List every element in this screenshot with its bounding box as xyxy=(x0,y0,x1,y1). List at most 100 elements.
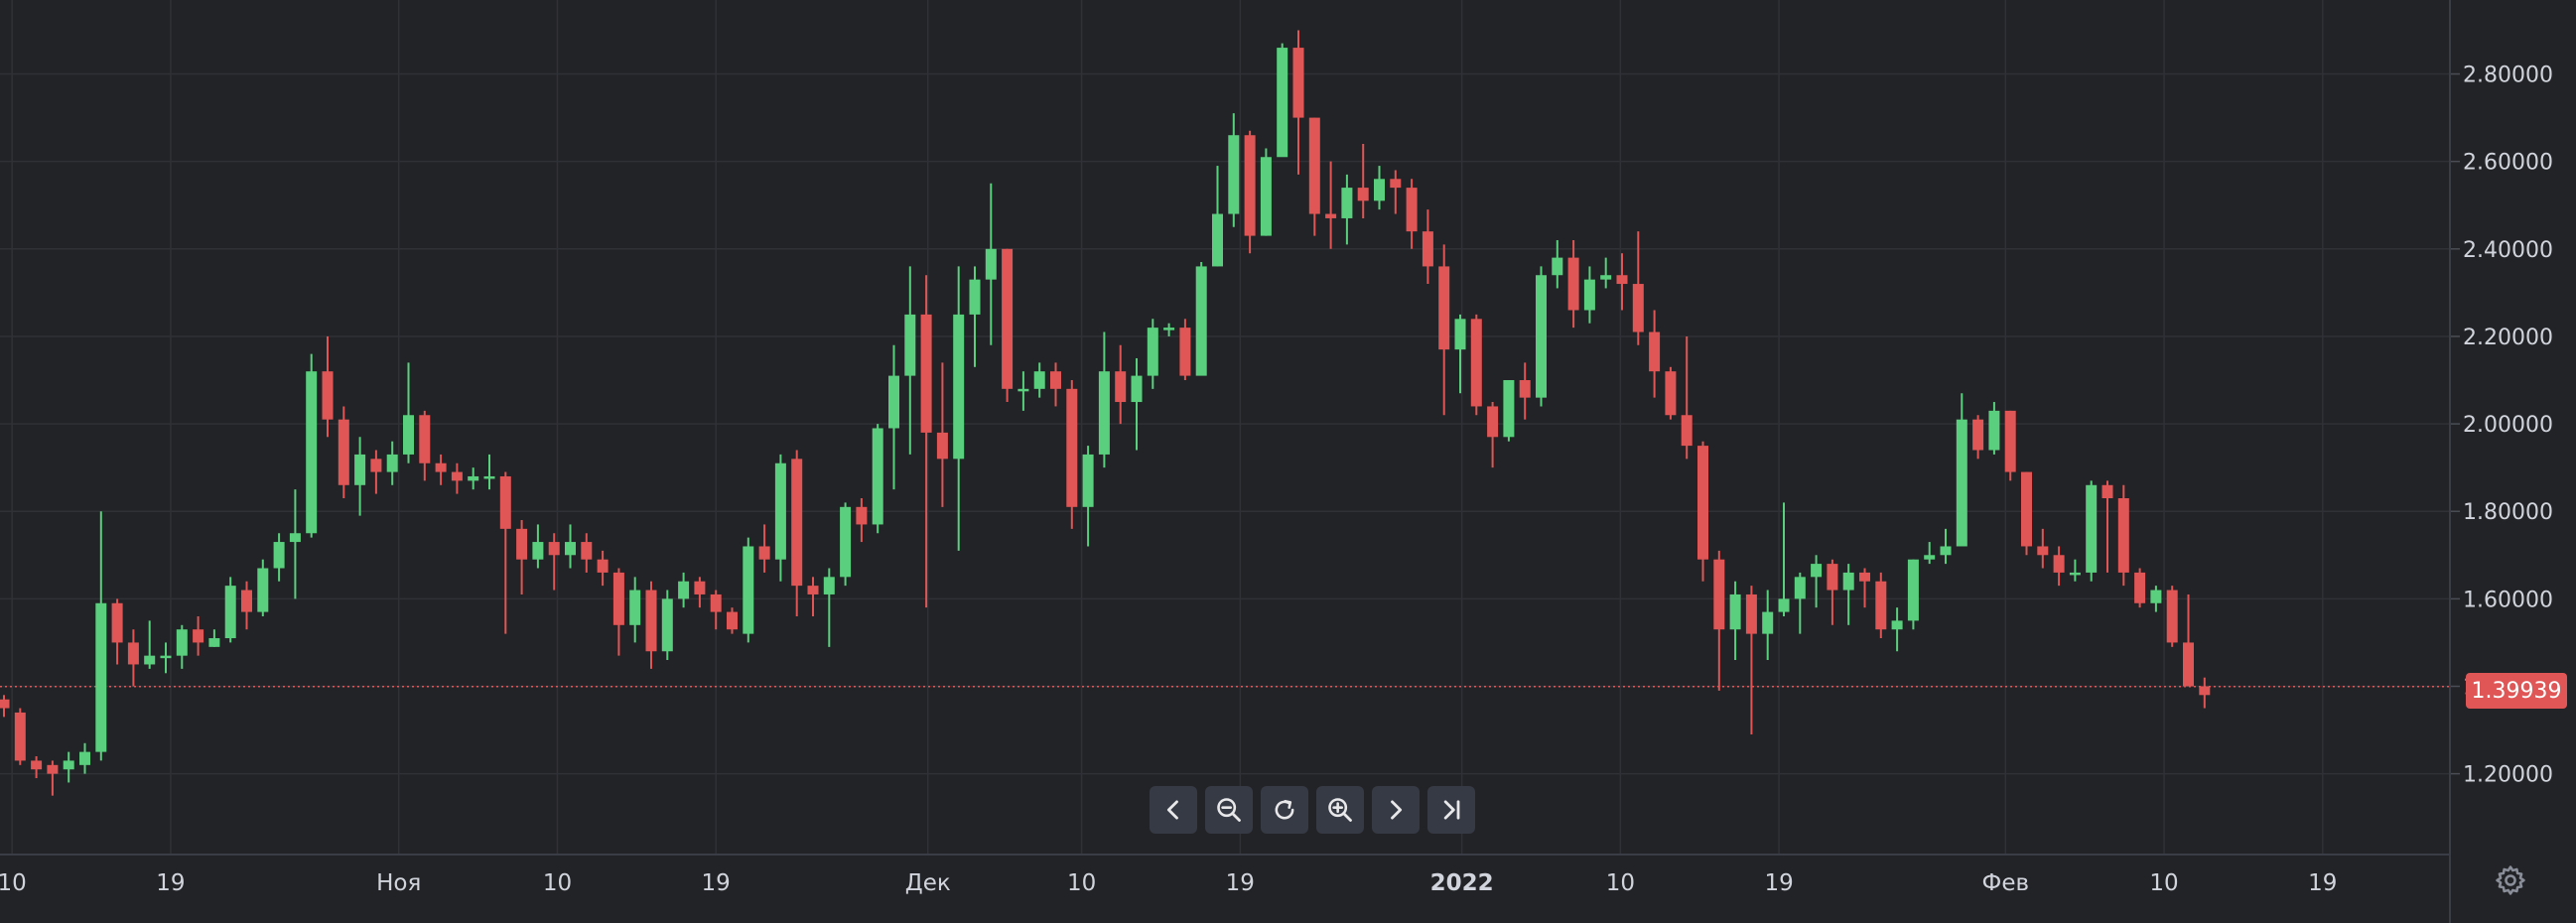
candle xyxy=(2166,586,2178,647)
candle xyxy=(1308,117,1320,236)
candle xyxy=(661,590,673,661)
candle-body xyxy=(289,533,301,543)
candle xyxy=(2150,586,2162,612)
candle xyxy=(419,410,431,481)
candle xyxy=(888,344,899,490)
time-tick-label: 10 xyxy=(2149,870,2178,896)
candle-body xyxy=(1827,564,1838,591)
candle-body xyxy=(160,655,172,659)
candle xyxy=(985,183,997,345)
candle xyxy=(1195,262,1207,376)
time-tick-label: Дек xyxy=(905,870,951,896)
candle xyxy=(1583,266,1595,324)
candle-body xyxy=(1277,48,1288,158)
candle-body xyxy=(1082,454,1094,507)
candle xyxy=(1665,366,1677,420)
price-tick-label: 2.00000 xyxy=(2463,413,2553,438)
candle xyxy=(1567,239,1579,329)
candle-body xyxy=(1212,213,1223,267)
candle-body xyxy=(1811,564,1823,578)
candle-body xyxy=(1292,48,1304,118)
candle xyxy=(1228,113,1240,227)
candle xyxy=(1438,244,1450,416)
scroll-right-button[interactable] xyxy=(1372,786,1420,834)
candle-body xyxy=(888,375,899,429)
scroll-to-end-icon xyxy=(1443,800,1460,820)
time-tick-label: Фев xyxy=(1982,870,2030,896)
scroll-to-end-button[interactable] xyxy=(1427,786,1475,834)
candle xyxy=(144,620,156,669)
candle xyxy=(1745,586,1757,734)
candle xyxy=(127,629,139,687)
candle-body xyxy=(2134,572,2146,603)
candle xyxy=(840,502,852,587)
price-axis[interactable]: 1.200001.400001.600001.800002.000002.200… xyxy=(2449,0,2553,923)
candle xyxy=(532,524,544,569)
candle xyxy=(1131,357,1143,451)
candle xyxy=(1292,30,1304,175)
price-tick-label: 1.20000 xyxy=(2463,763,2553,788)
candle-body xyxy=(1228,135,1240,214)
candle xyxy=(193,615,204,656)
candle xyxy=(1924,542,1936,565)
candle-body xyxy=(1179,328,1191,376)
candle-body xyxy=(176,629,188,656)
candle xyxy=(1972,415,1984,460)
candle-body xyxy=(1066,388,1078,507)
candle xyxy=(953,266,965,551)
candle-body xyxy=(548,542,560,556)
candle xyxy=(936,362,948,507)
candle xyxy=(47,760,59,796)
candle-body xyxy=(1697,446,1708,560)
candle xyxy=(79,742,90,774)
chevron-right-icon xyxy=(1391,800,1403,820)
candle-body xyxy=(645,590,657,652)
candle xyxy=(1632,231,1644,345)
candle xyxy=(1842,564,1854,625)
candle-body xyxy=(224,586,236,639)
candles xyxy=(0,30,2211,796)
candle xyxy=(1017,371,1029,411)
candle-body xyxy=(1940,546,1952,556)
candle xyxy=(710,590,722,630)
candle-body xyxy=(1762,611,1774,634)
candle-body xyxy=(953,314,965,460)
zoom-out-button[interactable] xyxy=(1205,786,1253,834)
zoom-in-button[interactable] xyxy=(1316,786,1364,834)
candle xyxy=(1406,179,1418,249)
candle-body xyxy=(1616,275,1628,285)
candle xyxy=(1082,446,1094,547)
candle-body xyxy=(1325,213,1337,218)
candle xyxy=(0,695,10,718)
price-tick-label: 1.80000 xyxy=(2463,500,2553,525)
candle-body xyxy=(597,559,609,573)
candle-body xyxy=(31,760,43,770)
candle-body xyxy=(2037,546,2049,556)
candle xyxy=(1811,555,1823,608)
candle-body xyxy=(1438,266,1450,350)
candle xyxy=(1179,319,1191,381)
candle xyxy=(241,581,252,630)
time-tick-label: Ноя xyxy=(376,870,421,896)
candle-body xyxy=(1956,419,1967,547)
last-price-badge: 1.39939 xyxy=(2466,673,2567,709)
candle xyxy=(2037,528,2049,569)
candle xyxy=(597,550,609,587)
time-axis[interactable]: 10 19 Ноя 10 19 Дек 10 19 2022 10 19 Фев 10 19 xyxy=(0,854,2450,896)
candle-body xyxy=(1017,388,1029,392)
candle-body xyxy=(1713,559,1725,630)
scroll-left-button[interactable] xyxy=(1150,786,1197,834)
candle-body xyxy=(612,572,624,625)
candle-body xyxy=(694,581,706,594)
settings-button[interactable] xyxy=(2494,863,2527,897)
candle xyxy=(14,708,26,765)
gear-icon xyxy=(2496,865,2525,895)
candle-body xyxy=(2101,484,2113,498)
candle-body xyxy=(1907,559,1919,621)
candle-body xyxy=(2199,686,2211,696)
candle xyxy=(31,756,43,779)
candle xyxy=(1536,266,1547,407)
reset-button[interactable] xyxy=(1261,786,1308,834)
